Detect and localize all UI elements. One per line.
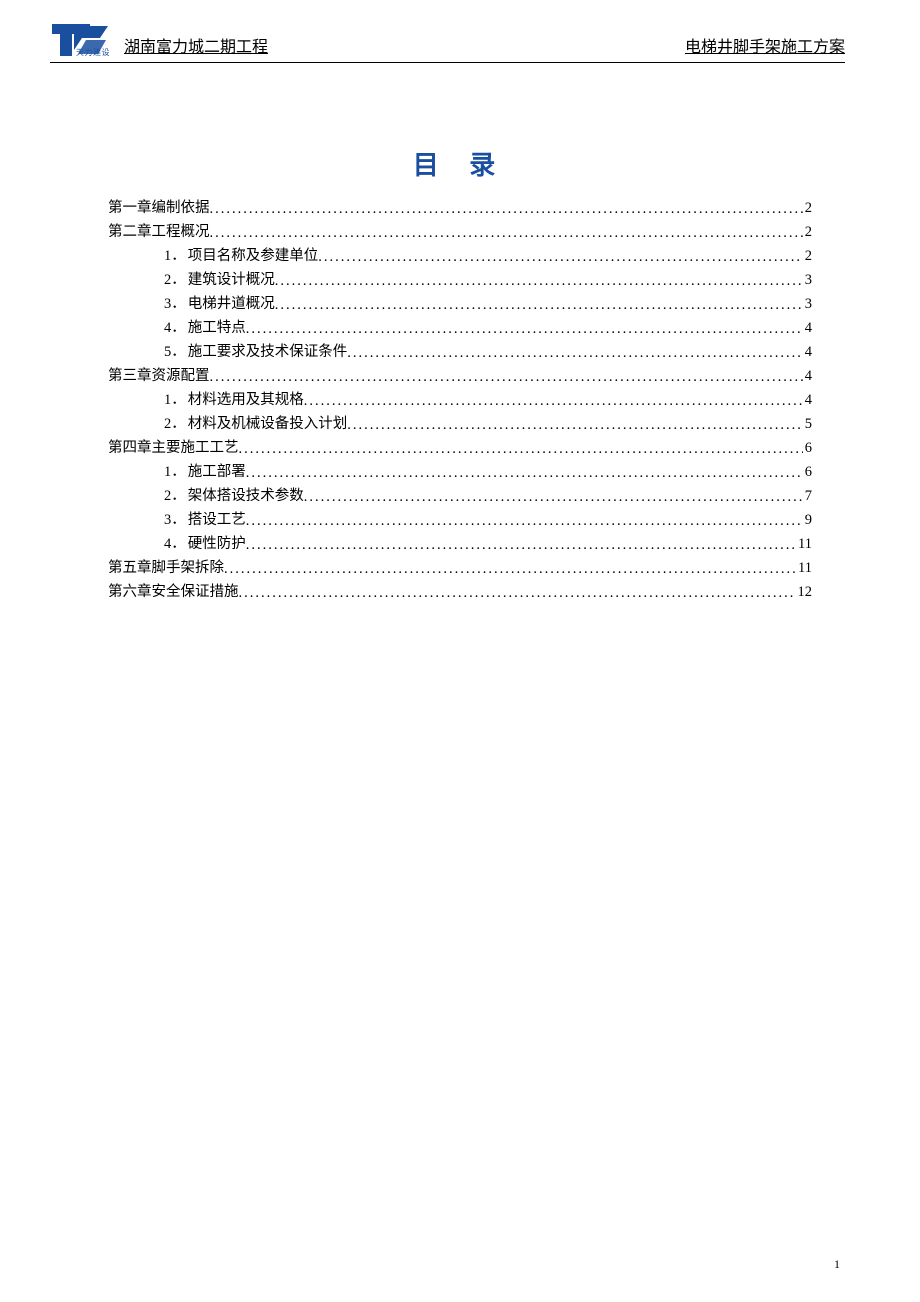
toc-page-number: 5 xyxy=(803,412,812,436)
logo-text: 天力建设 xyxy=(76,47,110,58)
toc-dot-leader xyxy=(318,245,803,269)
toc-page-number: 11 xyxy=(796,532,812,556)
toc-page-number: 4 xyxy=(803,388,812,412)
toc-entry-text: 架体搭设技术参数 xyxy=(188,484,304,508)
toc-entry: 4．施工特点 4 xyxy=(108,316,812,340)
toc-dot-leader xyxy=(347,413,803,437)
toc-dot-leader xyxy=(347,341,803,365)
toc-item-number: 4． xyxy=(164,316,186,340)
toc-dot-leader xyxy=(210,365,803,389)
toc-entry-text: 安全保证措施 xyxy=(152,580,239,604)
toc-page-number: 2 xyxy=(803,244,812,268)
toc-item-number: 1． xyxy=(164,388,186,412)
toc-entry: 第二章 工程概况 2 xyxy=(108,220,812,244)
header-right-title: 电梯井脚手架施工方案 xyxy=(685,33,845,60)
toc-page-number: 6 xyxy=(803,460,812,484)
toc-dot-leader xyxy=(239,437,803,461)
toc-entry: 4．硬性防护 11 xyxy=(108,532,812,556)
toc-entry: 第五章 脚手架拆除 11 xyxy=(108,556,812,580)
toc-page-number: 4 xyxy=(803,316,812,340)
toc-entry: 2．建筑设计概况 3 xyxy=(108,268,812,292)
toc-page-number: 11 xyxy=(796,556,812,580)
toc-page-number: 4 xyxy=(803,340,812,364)
toc-page-number: 7 xyxy=(803,484,812,508)
toc-entry: 2．材料及机械设备投入计划 5 xyxy=(108,412,812,436)
toc-dot-leader xyxy=(210,197,803,221)
page-header: 天力建设 湖南富力城二期工程 电梯井脚手架施工方案 xyxy=(50,16,845,63)
toc-entry: 2．架体搭设技术参数 7 xyxy=(108,484,812,508)
toc-entry-text: 主要施工工艺 xyxy=(152,436,239,460)
toc-entry-text: 建筑设计概况 xyxy=(188,268,275,292)
toc-page-number: 4 xyxy=(803,364,812,388)
toc-entry-text: 项目名称及参建单位 xyxy=(188,244,319,268)
toc-dot-leader xyxy=(246,461,803,485)
toc-page-number: 2 xyxy=(803,196,812,220)
toc-item-number: 2． xyxy=(164,484,186,508)
toc-dot-leader xyxy=(246,533,796,557)
toc-entry: 第三章 资源配置 4 xyxy=(108,364,812,388)
toc-page-number: 9 xyxy=(803,508,812,532)
header-left-group: 天力建设 湖南富力城二期工程 xyxy=(50,16,268,60)
page-number: 1 xyxy=(834,1257,840,1272)
toc-entry: 1．材料选用及其规格 4 xyxy=(108,388,812,412)
toc-entry-text: 电梯井道概况 xyxy=(188,292,275,316)
toc-chapter-prefix: 第四章 xyxy=(108,436,152,460)
toc-entry-text: 材料选用及其规格 xyxy=(188,388,304,412)
toc-entry-text: 搭设工艺 xyxy=(188,508,246,532)
toc-entry-text: 工程概况 xyxy=(152,220,210,244)
toc-page-number: 12 xyxy=(796,580,813,604)
toc-entry: 3．电梯井道概况 3 xyxy=(108,292,812,316)
toc-item-number: 3． xyxy=(164,292,186,316)
toc-dot-leader xyxy=(275,293,803,317)
toc-dot-leader xyxy=(275,269,803,293)
toc-item-number: 5． xyxy=(164,340,186,364)
toc-entry-text: 材料及机械设备投入计划 xyxy=(188,412,348,436)
company-logo: 天力建设 xyxy=(50,16,120,60)
toc-page-number: 6 xyxy=(803,436,812,460)
toc-dot-leader xyxy=(304,389,803,413)
toc-entry-text: 脚手架拆除 xyxy=(152,556,225,580)
toc-dot-leader xyxy=(246,509,803,533)
toc-entry-text: 施工特点 xyxy=(188,316,246,340)
toc-entry-text: 硬性防护 xyxy=(188,532,246,556)
toc-item-number: 1． xyxy=(164,244,186,268)
toc-chapter-prefix: 第五章 xyxy=(108,556,152,580)
toc-page-number: 3 xyxy=(803,292,812,316)
toc-chapter-prefix: 第三章 xyxy=(108,364,152,388)
toc-entry: 第六章 安全保证措施 12 xyxy=(108,580,812,604)
table-of-contents: 第一章 编制依据2第二章 工程概况21．项目名称及参建单位22．建筑设计概况33… xyxy=(108,196,812,604)
toc-dot-leader xyxy=(239,581,796,605)
toc-entry: 第四章 主要施工工艺 6 xyxy=(108,436,812,460)
toc-dot-leader xyxy=(246,317,803,341)
toc-chapter-prefix: 第二章 xyxy=(108,220,152,244)
toc-entry: 1．项目名称及参建单位 2 xyxy=(108,244,812,268)
toc-item-number: 4． xyxy=(164,532,186,556)
toc-entry: 1．施工部署 6 xyxy=(108,460,812,484)
toc-dot-leader xyxy=(210,221,803,245)
toc-chapter-prefix: 第一章 xyxy=(108,196,152,220)
toc-item-number: 1． xyxy=(164,460,186,484)
toc-chapter-prefix: 第六章 xyxy=(108,580,152,604)
toc-item-number: 3． xyxy=(164,508,186,532)
toc-entry-text: 施工要求及技术保证条件 xyxy=(188,340,348,364)
toc-entry-text: 施工部署 xyxy=(188,460,246,484)
toc-entry: 第一章 编制依据 2 xyxy=(108,196,812,220)
toc-title: 目 录 xyxy=(0,145,920,182)
toc-entry: 3．搭设工艺 9 xyxy=(108,508,812,532)
toc-entry-text: 编制依据 xyxy=(152,196,210,220)
toc-entry: 5．施工要求及技术保证条件 4 xyxy=(108,340,812,364)
toc-entry-text: 资源配置 xyxy=(152,364,210,388)
toc-item-number: 2． xyxy=(164,268,186,292)
toc-page-number: 3 xyxy=(803,268,812,292)
toc-item-number: 2． xyxy=(164,412,186,436)
toc-dot-leader xyxy=(224,557,796,581)
header-left-title: 湖南富力城二期工程 xyxy=(124,33,268,60)
toc-dot-leader xyxy=(304,485,803,509)
toc-page-number: 2 xyxy=(803,220,812,244)
